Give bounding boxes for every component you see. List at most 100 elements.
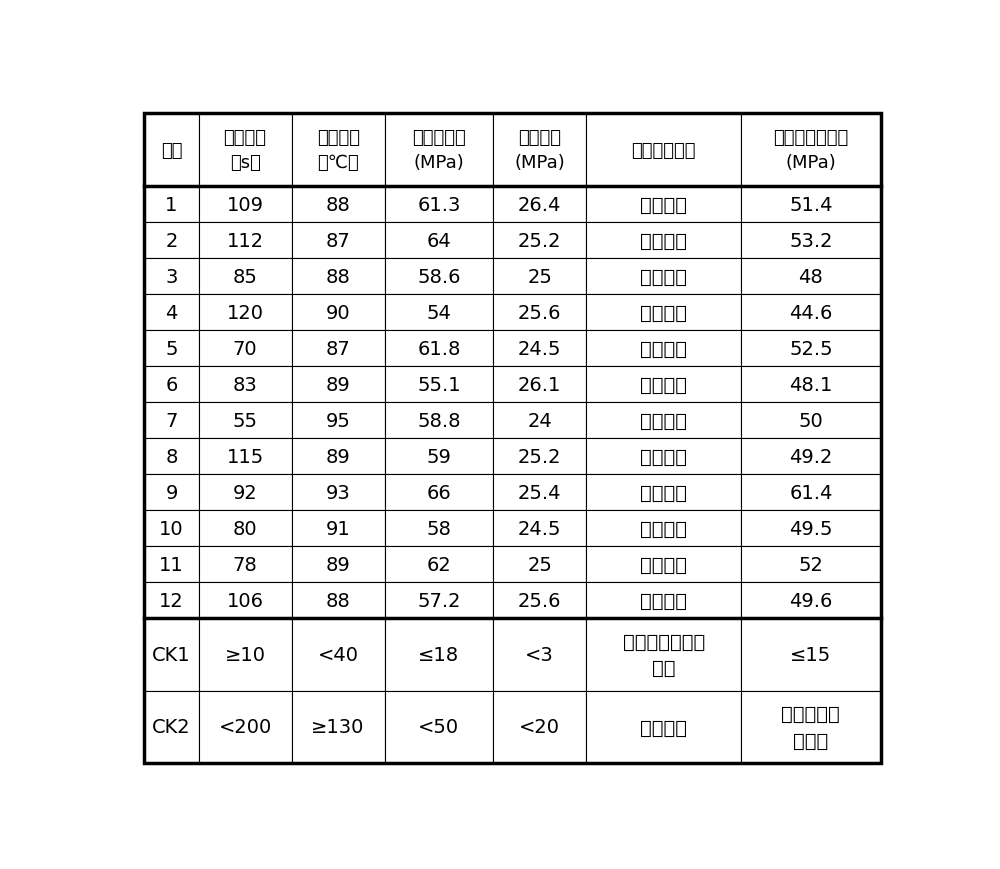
- Text: 25: 25: [527, 555, 552, 574]
- Bar: [199, 259, 292, 295]
- Bar: [586, 582, 741, 619]
- Text: 发泡体强度
非常低: 发泡体强度 非常低: [781, 705, 840, 750]
- Bar: [385, 115, 493, 187]
- Text: CK2: CK2: [152, 718, 191, 737]
- Bar: [144, 402, 199, 439]
- Bar: [741, 402, 881, 439]
- Text: <20: <20: [519, 718, 560, 737]
- Bar: [144, 259, 199, 295]
- Text: 24.5: 24.5: [518, 339, 561, 358]
- Bar: [493, 691, 586, 763]
- Bar: [741, 474, 881, 510]
- Bar: [741, 619, 881, 691]
- Text: 54: 54: [426, 303, 451, 322]
- Text: 80: 80: [233, 519, 257, 538]
- Bar: [292, 691, 385, 763]
- Bar: [586, 619, 741, 691]
- Bar: [741, 187, 881, 222]
- Bar: [385, 582, 493, 619]
- Bar: [292, 331, 385, 367]
- Text: 106: 106: [227, 591, 264, 610]
- Bar: [199, 331, 292, 367]
- Bar: [199, 547, 292, 582]
- Text: 4: 4: [165, 303, 178, 322]
- Bar: [199, 619, 292, 691]
- Text: 快速固结: 快速固结: [640, 196, 687, 215]
- Bar: [741, 222, 881, 259]
- Bar: [586, 691, 741, 763]
- Bar: [741, 691, 881, 763]
- Bar: [292, 439, 385, 474]
- Bar: [144, 510, 199, 547]
- Text: 115: 115: [226, 447, 264, 466]
- Text: 87: 87: [326, 231, 351, 250]
- Bar: [493, 510, 586, 547]
- Bar: [586, 402, 741, 439]
- Text: 6: 6: [165, 375, 178, 394]
- Bar: [493, 619, 586, 691]
- Text: 快速固结: 快速固结: [640, 555, 687, 574]
- Bar: [385, 259, 493, 295]
- Text: <40: <40: [318, 645, 359, 664]
- Bar: [741, 510, 881, 547]
- Text: 62: 62: [426, 555, 451, 574]
- Text: 49.5: 49.5: [789, 519, 833, 538]
- Text: 58.8: 58.8: [417, 411, 461, 430]
- Text: 61.4: 61.4: [789, 483, 833, 502]
- Text: 89: 89: [326, 375, 351, 394]
- Text: 90: 90: [326, 303, 350, 322]
- Text: 快速固结: 快速固结: [640, 447, 687, 466]
- Bar: [493, 582, 586, 619]
- Bar: [292, 547, 385, 582]
- Bar: [493, 187, 586, 222]
- Text: 112: 112: [227, 231, 264, 250]
- Bar: [385, 510, 493, 547]
- Text: 快速固结: 快速固结: [640, 231, 687, 250]
- Text: 52.5: 52.5: [789, 339, 833, 358]
- Bar: [144, 619, 199, 691]
- Text: 44.6: 44.6: [789, 303, 833, 322]
- Text: 11: 11: [159, 555, 184, 574]
- Bar: [144, 295, 199, 331]
- Bar: [493, 259, 586, 295]
- Text: 95: 95: [326, 411, 351, 430]
- Text: 48.1: 48.1: [789, 375, 833, 394]
- Bar: [292, 187, 385, 222]
- Text: 26.1: 26.1: [518, 375, 561, 394]
- Text: 51.4: 51.4: [789, 196, 833, 215]
- Bar: [385, 402, 493, 439]
- Text: 66: 66: [426, 483, 451, 502]
- Bar: [741, 295, 881, 331]
- Bar: [385, 187, 493, 222]
- Text: 59: 59: [426, 447, 451, 466]
- Text: 快速固结: 快速固结: [640, 483, 687, 502]
- Bar: [385, 691, 493, 763]
- Text: 7: 7: [165, 411, 178, 430]
- Bar: [199, 402, 292, 439]
- Text: 70: 70: [233, 339, 257, 358]
- Text: ≤15: ≤15: [790, 645, 831, 664]
- Bar: [292, 222, 385, 259]
- Text: 78: 78: [233, 555, 258, 574]
- Bar: [493, 295, 586, 331]
- Bar: [741, 439, 881, 474]
- Text: 88: 88: [326, 268, 351, 286]
- Bar: [199, 474, 292, 510]
- Text: 受水影响大，固
结慢: 受水影响大，固 结慢: [622, 632, 705, 677]
- Text: 49.6: 49.6: [789, 591, 833, 610]
- Text: 58.6: 58.6: [417, 268, 461, 286]
- Bar: [493, 547, 586, 582]
- Bar: [741, 547, 881, 582]
- Text: 10: 10: [159, 519, 184, 538]
- Text: ≥10: ≥10: [225, 645, 266, 664]
- Bar: [292, 367, 385, 402]
- Bar: [292, 474, 385, 510]
- Bar: [586, 115, 741, 187]
- Bar: [144, 547, 199, 582]
- Text: 55: 55: [233, 411, 258, 430]
- Bar: [741, 367, 881, 402]
- Bar: [199, 510, 292, 547]
- Bar: [586, 474, 741, 510]
- Text: 53.2: 53.2: [789, 231, 833, 250]
- Text: <200: <200: [218, 718, 272, 737]
